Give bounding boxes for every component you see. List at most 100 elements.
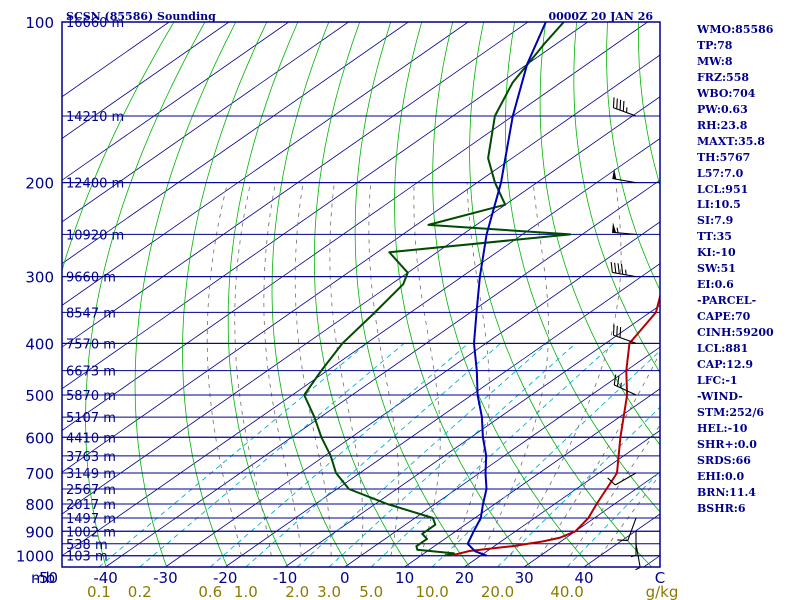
isotherm-line — [105, 179, 660, 567]
temperature-tick-label: -30 — [153, 569, 178, 587]
wind-barb-feather — [612, 324, 615, 336]
wind-barb-feather — [607, 477, 616, 486]
height-label: 5107 m — [66, 411, 116, 426]
sounding-index: SRDS:66 — [697, 453, 751, 467]
sounding-index: CINH:59200 — [697, 326, 774, 340]
isotherm-line — [62, 96, 660, 515]
sounding-index: TT:35 — [697, 230, 732, 244]
height-label: 10920 m — [66, 228, 124, 243]
height-label: 3763 m — [66, 450, 116, 465]
pressure-tick-label: 100 — [25, 14, 54, 32]
sounding-index: WBO:704 — [697, 86, 756, 100]
temperature-tick-label: -40 — [93, 569, 118, 587]
sounding-index: BSHR:6 — [697, 501, 746, 515]
wind-barb-half-feather — [624, 269, 627, 275]
pressure-tick-label: 200 — [25, 175, 54, 193]
wind-barb-feather — [622, 100, 625, 112]
temperature-tick-label: 0 — [340, 569, 350, 587]
sounding-index: LCL:881 — [697, 342, 749, 356]
wind-barb — [610, 262, 637, 278]
wind-barb-half-feather — [620, 382, 622, 388]
wind-barb — [613, 374, 637, 396]
dry-adiabat — [432, 22, 592, 567]
mixing-ratio-label: 0.1 — [87, 583, 111, 600]
isotherm-line — [62, 22, 469, 306]
sounding-index: WMO:85586 — [697, 23, 774, 36]
mixing-ratio-line — [296, 342, 548, 567]
wind-barb-staff — [635, 543, 641, 568]
dry-adiabat — [313, 22, 410, 567]
sounding-index: BRN:11.4 — [697, 485, 756, 499]
height-label: 8547 m — [66, 306, 116, 321]
sounding-index: RH:23.8 — [697, 118, 748, 132]
wind-barb-half-feather — [630, 554, 637, 558]
wind-barb-half-feather — [616, 227, 619, 233]
temperature-tick-label: -50 — [34, 569, 59, 587]
sounding-index: CAPE:70 — [697, 310, 751, 324]
wind-barb — [607, 472, 637, 486]
wind-barb-feather — [619, 99, 622, 111]
isotherm-line — [62, 54, 660, 473]
moist-adiabat — [510, 182, 622, 556]
parcel-profile — [466, 22, 547, 557]
sounding-index: PW:0.63 — [697, 102, 748, 116]
sounding-index: LCL:951 — [697, 182, 749, 196]
sounding-index: -WIND- — [697, 389, 743, 403]
dry-adiabat — [227, 22, 299, 567]
height-label: 5870 m — [66, 389, 116, 404]
isotherm-line — [404, 388, 660, 567]
wind-barb-staff — [627, 517, 637, 541]
temperature-profile — [450, 292, 660, 557]
height-label: 12400 m — [66, 177, 124, 192]
mixing-ratio-line — [210, 342, 469, 567]
height-label: 3149 m — [66, 467, 116, 482]
sounding-index: SI:7.9 — [697, 214, 734, 228]
dry-adiabat — [573, 22, 660, 374]
dry-adiabat — [134, 22, 237, 567]
wind-barb-feather — [613, 374, 617, 385]
height-label: 4410 m — [66, 431, 116, 446]
sounding-index: SW:51 — [697, 262, 736, 276]
isotherm-line — [62, 22, 648, 432]
sounding-index: KI:-10 — [697, 246, 736, 260]
wind-barb-feather — [616, 325, 618, 337]
wind-barb — [612, 168, 637, 184]
wind-barb-feather — [617, 263, 620, 274]
sounding-index: FRZ:558 — [697, 70, 750, 84]
dry-adiabat — [539, 22, 660, 446]
temperature-unit-label: C — [655, 569, 665, 587]
height-label: 1497 m — [66, 512, 116, 527]
sounding-index: LI:10.5 — [697, 198, 741, 212]
pressure-tick-label: 600 — [25, 429, 54, 447]
wind-barb-feather — [617, 539, 628, 542]
sounding-index: LFC:-1 — [697, 373, 738, 387]
moist-adiabat — [540, 351, 660, 556]
height-label: 9660 m — [66, 271, 116, 286]
wind-barb — [635, 543, 641, 571]
mixing-ratio-line — [98, 342, 368, 567]
wind-barb — [630, 531, 637, 558]
sounding-index: TH:5767 — [697, 150, 751, 164]
pressure-tick-label: 700 — [25, 465, 54, 483]
sounding-index: STM:252/6 — [697, 405, 764, 419]
sounding-index: HEL:-10 — [697, 421, 748, 435]
temperature-tick-label: 10 — [395, 569, 414, 587]
isobar-lines — [62, 21, 660, 557]
mixing-ratio-label: 20.0 — [481, 583, 514, 600]
wind-barb-flag — [612, 222, 617, 233]
mixing-ratio-line — [139, 342, 405, 567]
isotherm-line — [464, 430, 660, 567]
isotherm-line — [62, 22, 409, 265]
dry-adiabat — [85, 22, 206, 567]
dry-adiabat — [504, 22, 660, 513]
wind-barb-feather — [619, 327, 622, 338]
dry-adiabat — [354, 22, 471, 567]
sounding-index: CAP:12.9 — [697, 358, 754, 372]
pressure-tick-label: 1000 — [16, 548, 54, 566]
wind-barb-feather — [614, 262, 617, 274]
mixing-ratio-line — [497, 406, 660, 567]
wind-barbs — [607, 97, 641, 571]
height-label: 103 m — [66, 550, 108, 565]
wind-barb — [612, 97, 637, 117]
